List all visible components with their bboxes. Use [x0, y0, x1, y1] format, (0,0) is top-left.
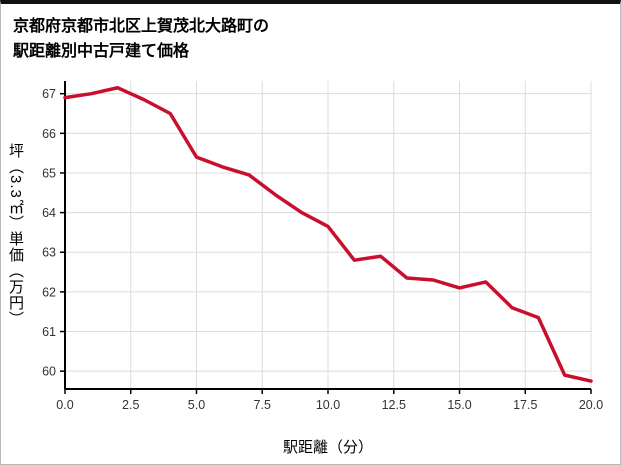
svg-text:61: 61 [42, 325, 56, 339]
chart-title: 京都府京都市北区上賀茂北大路町の 駅距離別中古戸建て価格 [1, 4, 620, 65]
svg-text:65: 65 [42, 166, 56, 180]
svg-text:60: 60 [42, 364, 56, 378]
x-axis-label: 駅距離（分） [282, 438, 373, 456]
svg-text:66: 66 [42, 126, 56, 140]
chart-title-line2: 駅距離別中古戸建て価格 [13, 42, 190, 60]
svg-text:10.0: 10.0 [316, 398, 340, 412]
y-axis-label: 坪（3.3㎡）単価（万円） [7, 142, 24, 327]
svg-text:12.5: 12.5 [382, 398, 406, 412]
line-chart-svg: 0.0 2.5 5.0 7.5 10.0 12.5 15.0 17.5 20.0 60 61 62 63… [42, 80, 603, 412]
svg-text:0.0: 0.0 [56, 398, 73, 412]
svg-text:5.0: 5.0 [188, 398, 205, 412]
svg-text:15.0: 15.0 [447, 398, 471, 412]
svg-text:20.0: 20.0 [579, 398, 603, 412]
svg-text:63: 63 [42, 245, 56, 259]
svg-text:67: 67 [42, 87, 56, 101]
svg-text:62: 62 [42, 285, 56, 299]
chart-title-line1: 京都府京都市北区上賀茂北大路町の [13, 18, 270, 35]
svg-text:64: 64 [42, 206, 56, 220]
svg-text:2.5: 2.5 [122, 398, 139, 412]
svg-text:17.5: 17.5 [513, 398, 537, 412]
svg-text:7.5: 7.5 [254, 398, 271, 412]
chart-area: 坪（3.3㎡）単価（万円） 0.0 2.5 5.0 7.5 10.0 12.5 15.0 17… [1, 65, 620, 463]
